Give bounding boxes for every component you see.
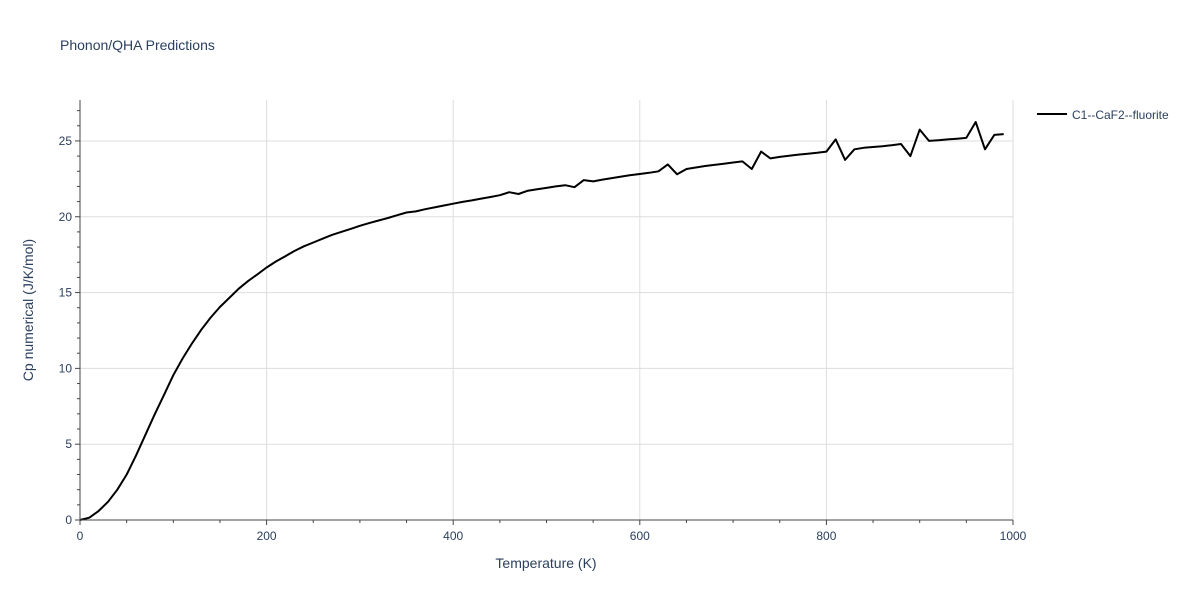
series-line-C1--CaF2--fluorite xyxy=(79,121,1004,521)
y-tick-label: 10 xyxy=(59,361,73,375)
y-tick-label: 25 xyxy=(59,134,73,148)
legend[interactable]: C1--CaF2--fluorite xyxy=(1037,108,1169,122)
legend-label: C1--CaF2--fluorite xyxy=(1072,108,1169,122)
x-tick-label: 0 xyxy=(77,529,84,543)
x-tick-label: 600 xyxy=(630,529,650,543)
x-tick-label: 1000 xyxy=(1000,529,1027,543)
y-tick-label: 15 xyxy=(59,286,73,300)
series-layer xyxy=(79,121,1004,521)
axes: 0 200 400 600 800 1000 0 5 10 15 20 25 xyxy=(59,100,1027,543)
chart-title: Phonon/QHA Predictions xyxy=(60,37,215,53)
x-tick-label: 400 xyxy=(443,529,463,543)
y-axis-title: Cp numerical (J/K/mol) xyxy=(20,239,36,381)
x-tick-label: 200 xyxy=(257,529,277,543)
x-axis-title: Temperature (K) xyxy=(495,555,596,571)
y-tick-label: 0 xyxy=(65,513,72,527)
y-tick-label: 5 xyxy=(65,437,72,451)
x-tick-label: 800 xyxy=(816,529,836,543)
y-tick-label: 20 xyxy=(59,210,73,224)
gridlines xyxy=(80,100,1014,520)
